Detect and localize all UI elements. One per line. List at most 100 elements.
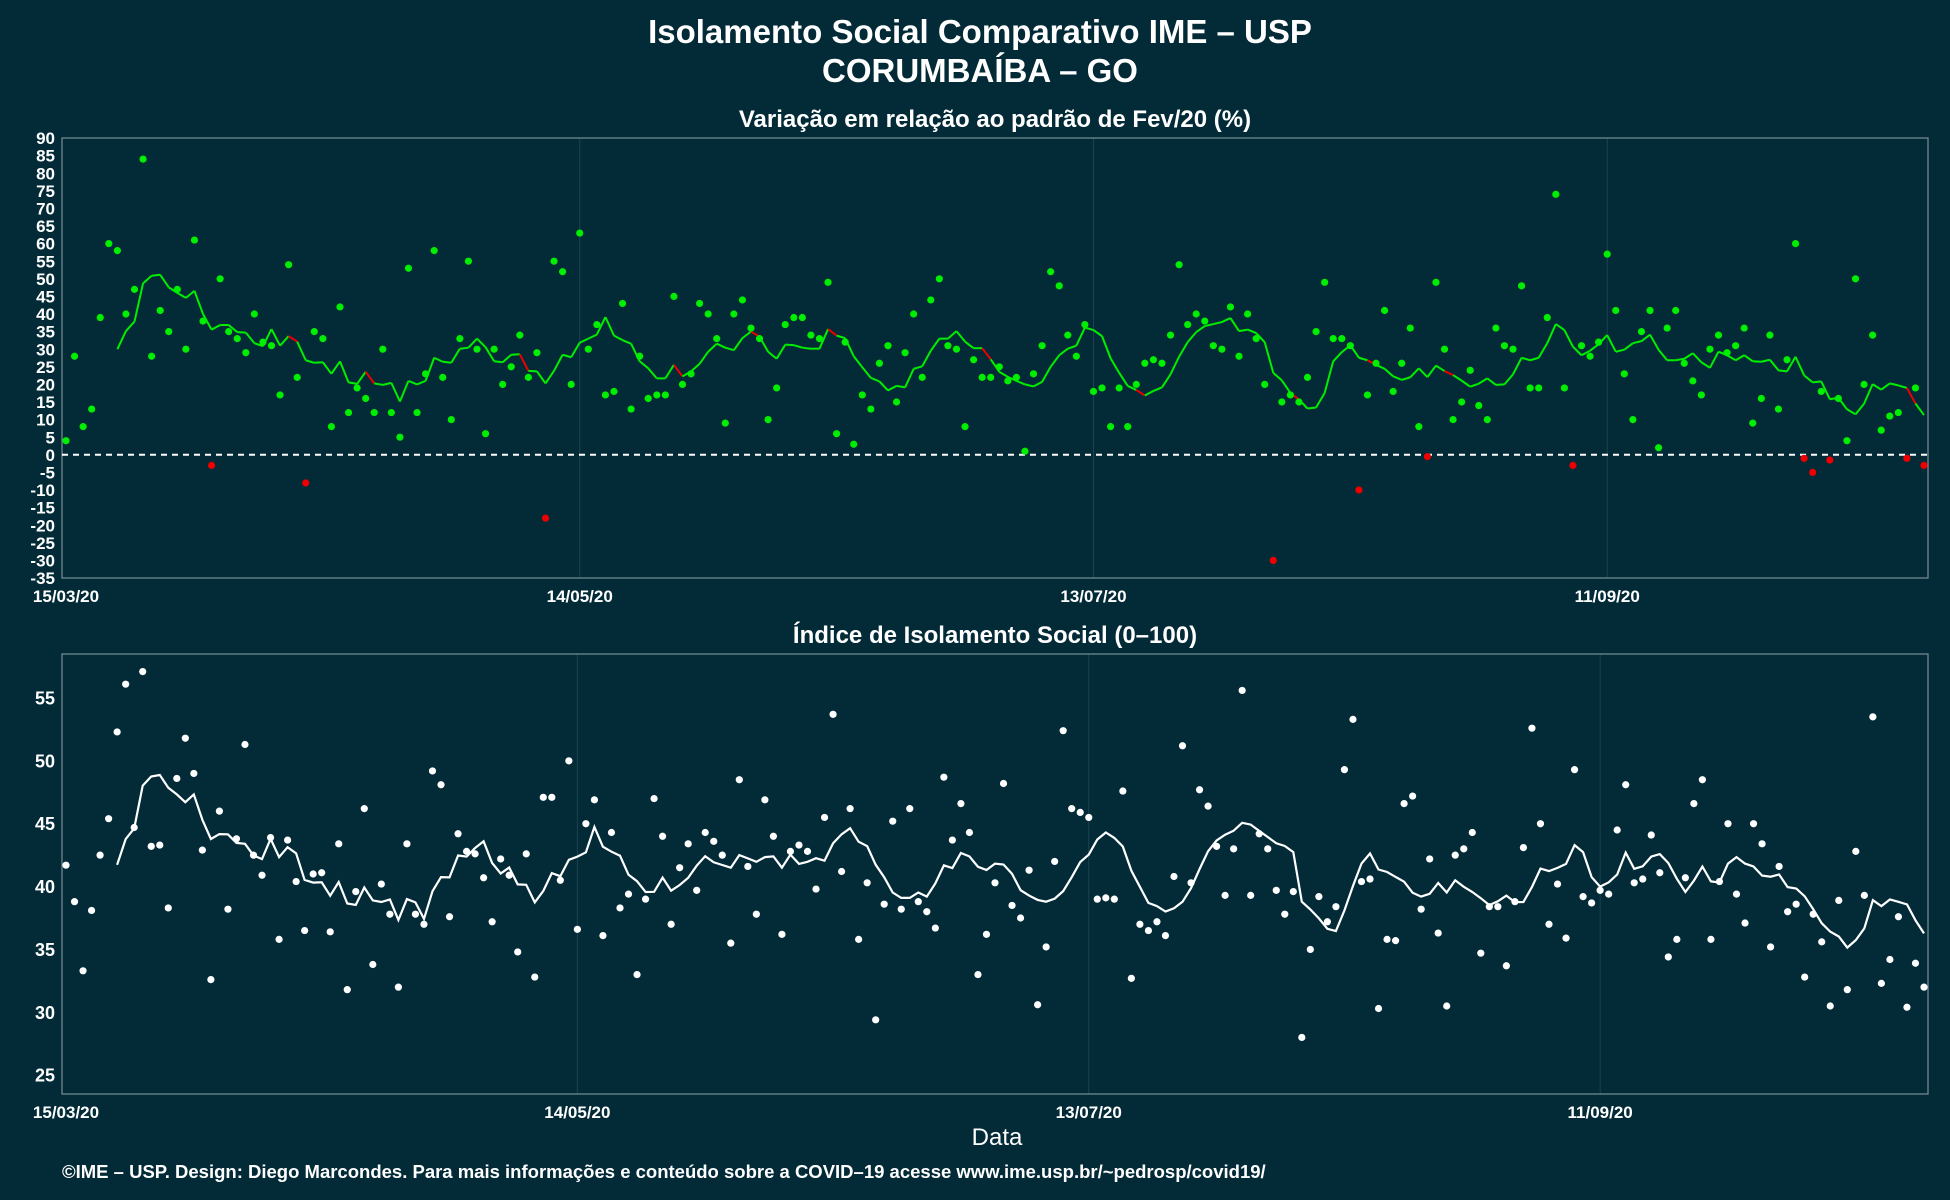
data-point — [880, 900, 888, 908]
data-point — [1004, 377, 1012, 385]
data-point — [370, 408, 378, 417]
data-point — [1064, 331, 1072, 339]
data-point — [522, 850, 530, 858]
panel-title: Índice de Isolamento Social (0–100) — [793, 621, 1197, 649]
data-point — [1426, 855, 1434, 863]
data-point — [139, 668, 147, 676]
moving-average-segment — [861, 366, 872, 379]
moving-average-segment — [1495, 383, 1505, 386]
data-point — [156, 306, 164, 315]
moving-average-segment — [1263, 341, 1275, 374]
data-point — [1184, 320, 1192, 329]
data-point — [190, 769, 198, 778]
y-tick-label: 20 — [36, 376, 55, 395]
data-point — [225, 328, 233, 336]
moving-average-segment — [1898, 384, 1908, 389]
data-point — [824, 278, 832, 286]
moving-average-segment — [1186, 331, 1197, 343]
data-point — [1383, 935, 1391, 943]
y-tick-label: 80 — [36, 164, 55, 183]
moving-average-segment — [1213, 321, 1223, 326]
moving-average-segment — [245, 331, 256, 344]
moving-average-segment — [1743, 354, 1754, 363]
moving-average-segment — [604, 316, 615, 337]
y-tick-label: 40 — [35, 877, 55, 897]
data-point — [1406, 324, 1414, 332]
moving-average-segment — [673, 364, 684, 377]
moving-average-segment — [622, 339, 632, 345]
data-point — [1483, 416, 1491, 424]
data-point — [1877, 426, 1885, 434]
data-point — [1818, 938, 1826, 946]
data-point — [1826, 1002, 1834, 1010]
data-point — [923, 908, 931, 916]
data-point — [1195, 786, 1204, 794]
moving-average-segment — [887, 385, 898, 392]
x-tick-label: 15/03/20 — [33, 587, 99, 606]
moving-average-segment — [1247, 328, 1257, 335]
data-point — [610, 387, 618, 396]
data-point — [215, 807, 224, 815]
data-point — [1102, 894, 1110, 902]
moving-average-segment — [390, 382, 401, 402]
data-point — [539, 793, 547, 801]
data-point — [224, 905, 232, 913]
main-subtitle: CORUMBAÍBA – GO — [822, 52, 1138, 89]
moving-average-segment — [1846, 408, 1857, 416]
data-point — [1110, 895, 1118, 903]
moving-average-segment — [1812, 380, 1822, 384]
data-point — [1458, 398, 1466, 406]
data-point — [727, 939, 735, 947]
data-point — [556, 876, 564, 884]
moving-average-segment — [1640, 333, 1651, 342]
data-point — [837, 867, 846, 876]
data-point — [773, 384, 781, 392]
data-point — [820, 813, 829, 822]
moving-average-segment — [1238, 328, 1248, 333]
data-point — [1391, 937, 1400, 945]
data-point — [991, 879, 999, 887]
data-point — [181, 734, 189, 742]
moving-average-segment — [484, 346, 495, 362]
y-tick-label: 25 — [36, 358, 55, 377]
data-point — [1646, 306, 1654, 315]
moving-average-segment — [1281, 379, 1292, 394]
data-point — [275, 935, 283, 943]
moving-average-segment — [587, 333, 598, 340]
data-point — [1415, 423, 1423, 431]
data-point — [1012, 373, 1021, 381]
data-point — [1400, 800, 1408, 808]
moving-average-segment — [502, 353, 512, 364]
data-point — [1792, 900, 1800, 908]
data-point — [1042, 943, 1050, 951]
data-point — [974, 970, 982, 979]
data-point — [661, 391, 669, 399]
data-point — [952, 345, 961, 353]
moving-average-line — [116, 773, 1925, 950]
y-tick-label: 70 — [36, 200, 55, 219]
data-point — [507, 363, 515, 371]
data-point — [249, 851, 258, 859]
y-tick-label: -25 — [30, 534, 55, 553]
data-point — [96, 313, 104, 322]
moving-average-segment — [1700, 361, 1711, 369]
moving-average-segment — [185, 290, 196, 299]
moving-average-segment — [1118, 372, 1129, 387]
data-point — [1226, 303, 1235, 311]
data-point — [1380, 306, 1389, 315]
moving-average-segment — [1024, 383, 1034, 388]
moving-average-segment — [741, 330, 752, 339]
data-point — [413, 408, 421, 417]
data-point — [684, 840, 692, 848]
data-point — [718, 851, 726, 859]
data-point — [1697, 391, 1705, 399]
data-point — [1468, 828, 1476, 837]
moving-average-segment — [1537, 342, 1549, 359]
y-tick-label: 0 — [46, 446, 55, 465]
data-point — [1261, 380, 1269, 388]
data-point — [79, 967, 87, 975]
data-point — [87, 906, 96, 915]
data-point — [1784, 908, 1792, 916]
moving-average-segment — [348, 381, 358, 385]
data-point — [1230, 845, 1238, 853]
